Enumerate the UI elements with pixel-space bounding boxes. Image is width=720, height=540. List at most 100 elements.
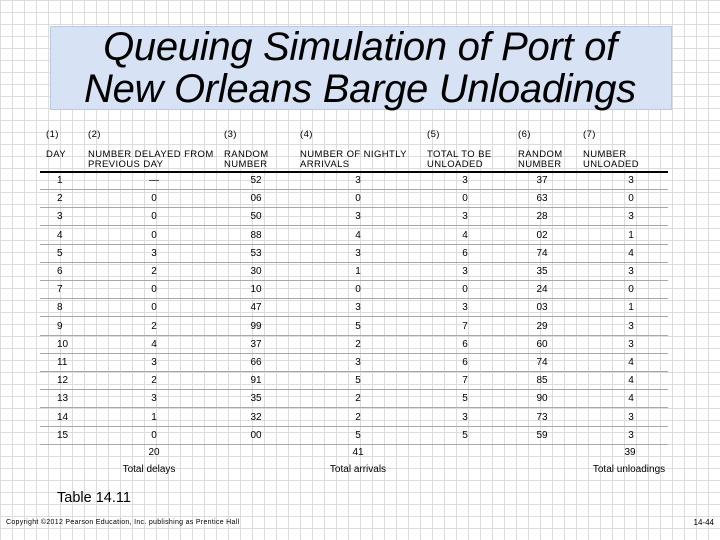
cell-unloaded: 1 — [628, 229, 634, 241]
cell-total-to-unload: 6 — [462, 247, 468, 259]
column-number: (5) — [427, 129, 440, 140]
row-divider — [40, 352, 668, 354]
cell-random-number-1: 32 — [250, 411, 262, 423]
row-divider — [40, 316, 668, 318]
cell-delayed: 2 — [151, 320, 157, 332]
cell-random-number-1: 99 — [250, 320, 262, 332]
cell-unloaded: 4 — [628, 357, 634, 368]
cell-random-number-2: 02 — [536, 229, 548, 241]
cell-total-to-unload: 3 — [462, 175, 468, 186]
cell-unloaded: 3 — [628, 175, 634, 186]
total-delays-label: Total delays — [122, 464, 176, 475]
cell-unloaded: 4 — [628, 247, 634, 259]
table-row: 5 3 53 3 6 74 4 — [0, 245, 720, 263]
cell-random-number-1: 35 — [250, 393, 262, 405]
cell-delayed: 1 — [151, 411, 157, 423]
column-label: NUMBER OF NIGHTLY ARRIVALS — [300, 149, 407, 170]
cell-random-number-2: 90 — [536, 393, 548, 405]
copyright-notice: Copyright ©2012 Pearson Education, Inc. … — [6, 519, 240, 526]
cell-unloaded: 3 — [628, 411, 634, 423]
cell-random-number-2: 03 — [536, 302, 548, 314]
cell-delayed: 0 — [151, 193, 157, 205]
table-row: 11 3 66 3 6 74 4 — [0, 354, 720, 372]
cell-unloaded: 3 — [628, 338, 634, 350]
cell-day: 1 — [57, 175, 63, 186]
column-header-day: (1) DAY — [46, 130, 84, 160]
table-caption: Table 14.11 — [57, 490, 131, 506]
table-row: 14 1 32 2 3 73 3 — [0, 409, 720, 427]
cell-unloaded: 0 — [628, 193, 634, 205]
cell-total-to-unload: 3 — [462, 266, 468, 277]
cell-total-to-unload: 6 — [462, 338, 468, 350]
cell-day: 7 — [57, 284, 63, 296]
cell-delayed: 0 — [151, 229, 157, 241]
cell-random-number-1: 00 — [250, 429, 262, 441]
cell-delayed: — — [149, 175, 159, 186]
column-number: (6) — [518, 129, 531, 140]
table-row: 13 3 35 2 5 90 4 — [0, 390, 720, 409]
total-arrivals-label: Total arrivals — [329, 464, 387, 475]
cell-delayed: 4 — [151, 338, 157, 350]
cell-total-to-unload: 5 — [462, 429, 468, 441]
cell-random-number-2: 73 — [536, 411, 548, 423]
cell-arrivals: 3 — [355, 211, 361, 223]
cell-day: 8 — [57, 302, 63, 314]
cell-day: 9 — [57, 320, 63, 332]
total-arrivals-value: 41 — [352, 447, 364, 458]
table-row: 8 0 47 3 3 03 1 — [0, 299, 720, 318]
cell-random-number-1: 52 — [250, 175, 262, 186]
cell-arrivals: 4 — [355, 229, 361, 241]
cell-day: 14 — [57, 411, 69, 423]
cell-random-number-1: 30 — [250, 266, 262, 277]
cell-delayed: 0 — [151, 284, 157, 296]
cell-arrivals: 3 — [355, 302, 361, 314]
table-row: 3 0 50 3 3 28 3 — [0, 208, 720, 227]
cell-unloaded: 4 — [628, 375, 634, 387]
row-divider — [40, 261, 668, 263]
cell-random-number-2: 37 — [536, 175, 548, 186]
column-label: NUMBER UNLOADED — [583, 149, 639, 170]
row-divider — [40, 207, 668, 209]
cell-day: 5 — [57, 247, 63, 259]
cell-random-number-2: 74 — [536, 247, 548, 259]
cell-day: 3 — [57, 211, 63, 223]
cell-total-to-unload: 5 — [462, 393, 468, 405]
cell-day: 10 — [57, 338, 69, 350]
header-divider — [40, 171, 668, 173]
cell-unloaded: 3 — [628, 266, 634, 277]
cell-unloaded: 0 — [628, 284, 634, 296]
cell-random-number-2: 24 — [536, 284, 548, 296]
row-divider — [40, 280, 668, 281]
cell-random-number-2: 28 — [536, 211, 548, 223]
cell-random-number-2: 74 — [536, 357, 548, 368]
column-number: (2) — [88, 129, 101, 140]
cell-arrivals: 3 — [355, 247, 361, 259]
cell-random-number-1: 47 — [250, 302, 262, 314]
total-unloadings-label: Total unloadings — [592, 464, 666, 475]
column-label: DAY — [46, 149, 67, 160]
table-row: 15 0 00 5 5 59 3 — [0, 427, 720, 445]
column-header-unloaded: (7) NUMBER UNLOADED — [583, 130, 653, 170]
cell-random-number-2: 60 — [536, 338, 548, 350]
row-divider — [40, 389, 668, 391]
column-label: RANDOM NUMBER — [518, 149, 563, 170]
cell-total-to-unload: 0 — [462, 284, 468, 296]
cell-arrivals: 3 — [355, 175, 361, 186]
table-row: 12 2 91 5 7 85 4 — [0, 372, 720, 391]
cell-arrivals: 5 — [355, 429, 361, 441]
cell-delayed: 3 — [151, 357, 157, 368]
column-label: RANDOM NUMBER — [224, 149, 269, 170]
table-row: 1 — 52 3 3 37 3 — [0, 172, 720, 190]
cell-total-to-unload: 3 — [462, 211, 468, 223]
cell-arrivals: 2 — [355, 393, 361, 405]
title-line-1: Queuing Simulation of Port of — [103, 25, 617, 69]
cell-random-number-1: 50 — [250, 211, 262, 223]
total-delays-value: 20 — [148, 447, 160, 458]
table-row: 6 2 30 1 3 35 3 — [0, 263, 720, 281]
row-divider — [40, 425, 668, 427]
cell-delayed: 2 — [151, 266, 157, 277]
table-row: 7 0 10 0 0 24 0 — [0, 281, 720, 300]
row-divider — [40, 189, 668, 190]
cell-total-to-unload: 3 — [462, 411, 468, 423]
cell-day: 11 — [57, 357, 68, 368]
